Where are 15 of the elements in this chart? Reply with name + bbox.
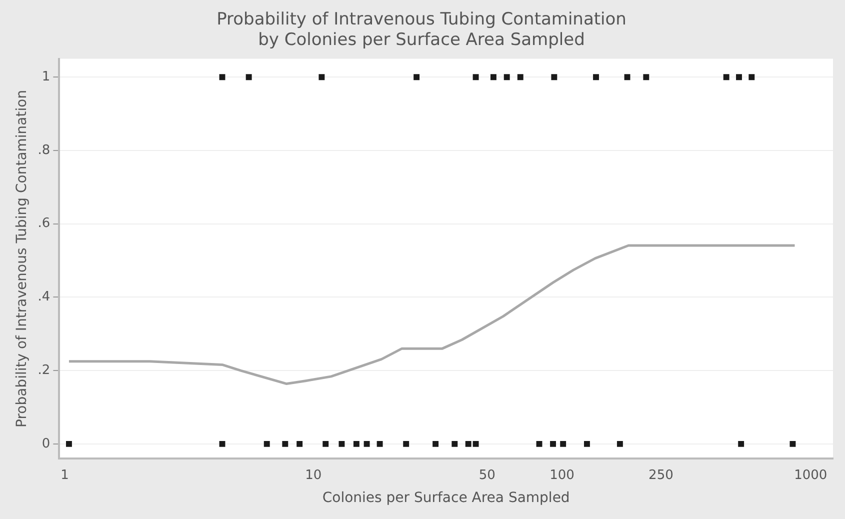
chart-title: Probability of Intravenous Tubing Contamination by Colonies per Surface Area Sampled bbox=[216, 10, 626, 50]
x-axis-title: Colonies per Surface Area Sampled bbox=[322, 490, 570, 506]
y-tick-label: .2 bbox=[38, 362, 50, 378]
y-tick-label: .8 bbox=[38, 142, 50, 158]
y-tick-label: .6 bbox=[38, 216, 50, 232]
y-tick-label: 1 bbox=[42, 70, 50, 85]
x-tick-label: 1000 bbox=[794, 468, 828, 483]
x-tick-label: 1 bbox=[60, 468, 69, 483]
x-tick-label: 50 bbox=[478, 468, 496, 483]
y-tick-label: 0 bbox=[42, 436, 50, 452]
x-tick-label: 10 bbox=[305, 468, 322, 483]
y-axis-title: Probability of Intravenous Tubing Contamination bbox=[14, 90, 30, 428]
x-tick-label: 250 bbox=[648, 468, 674, 483]
x-tick-label: 100 bbox=[550, 468, 574, 483]
y-tick-label: .4 bbox=[38, 290, 50, 305]
